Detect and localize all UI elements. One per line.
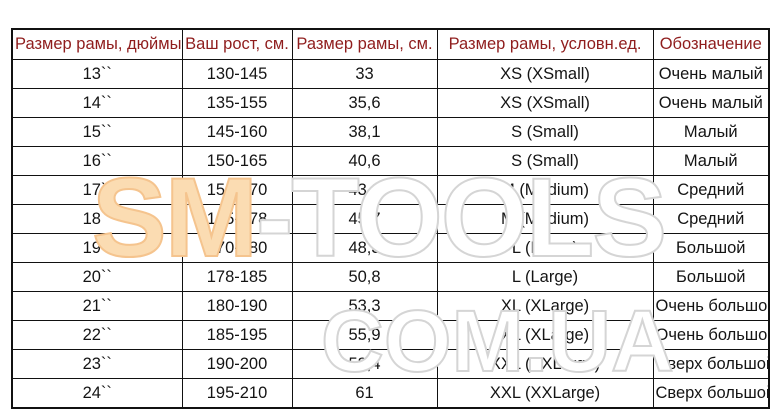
column-header: Размер рамы, условн.ед. xyxy=(436,28,654,60)
table-cell: Большой xyxy=(652,233,770,263)
table-cell: 48,3 xyxy=(291,233,438,263)
frame-size-table: Размер рамы, дюймы Ваш рост, см. Размер ра… xyxy=(11,28,770,409)
table-cell: 58,4 xyxy=(291,349,438,379)
table-cell: L (Large) xyxy=(436,262,654,292)
table-row: 14`` 135-155 35,6 XS (XSmall) Очень малый xyxy=(11,88,770,118)
table-cell: 40,6 xyxy=(291,146,438,176)
table-cell: XL (XLarge) xyxy=(436,320,654,350)
table-row: 22`` 185-195 55,9 XL (XLarge) Очень большой xyxy=(11,320,770,350)
table-cell: 35,6 xyxy=(291,88,438,118)
table-cell: 195-210 xyxy=(181,378,293,409)
table-cell: 19`` xyxy=(11,233,183,263)
table-cell: 15`` xyxy=(11,117,183,147)
table-cell: 165-178 xyxy=(181,204,293,234)
table-row: 15`` 145-160 38,1 S (Small) Малый xyxy=(11,117,770,147)
table-row: 20`` 178-185 50,8 L (Large) Большой xyxy=(11,262,770,292)
table-cell: 43,2 xyxy=(291,175,438,205)
column-header: Размер рамы, см. xyxy=(291,28,438,60)
table-row: 21`` 180-190 53,3 XL (XLarge) Очень большой xyxy=(11,291,770,321)
table-cell: Большой xyxy=(652,262,770,292)
table-cell: 18`` xyxy=(11,204,183,234)
table-cell: Средний xyxy=(652,175,770,205)
table-cell: Очень большой xyxy=(652,320,770,350)
table-cell: 170-180 xyxy=(181,233,293,263)
table-cell: 150-165 xyxy=(181,146,293,176)
table-row: 24`` 195-210 61 XXL (XXLarge) Сверх большой xyxy=(11,378,770,409)
table-cell: Очень малый xyxy=(652,59,770,89)
table-cell: 38,1 xyxy=(291,117,438,147)
table-cell: S (Small) xyxy=(436,146,654,176)
table-row: 13`` 130-145 33 XS (XSmall) Очень малый xyxy=(11,59,770,89)
table-cell: Сверх большой xyxy=(652,349,770,379)
table-cell: 24`` xyxy=(11,378,183,409)
table-row: 16`` 150-165 40,6 S (Small) Малый xyxy=(11,146,770,176)
column-header: Обозначение xyxy=(652,28,770,60)
table-cell: S (Small) xyxy=(436,117,654,147)
column-header: Размер рамы, дюймы xyxy=(11,28,183,60)
table-cell: 185-195 xyxy=(181,320,293,350)
table-cell: XS (XSmall) xyxy=(436,88,654,118)
table-cell: 53,3 xyxy=(291,291,438,321)
table-cell: 23`` xyxy=(11,349,183,379)
table-row: 19`` 170-180 48,3 L (Large) Большой xyxy=(11,233,770,263)
table-cell: 17`` xyxy=(11,175,183,205)
table-row: 18`` 165-178 45,7 M (Medium) Средний xyxy=(11,204,770,234)
table-cell: 130-145 xyxy=(181,59,293,89)
table-cell: Очень большой xyxy=(652,291,770,321)
table-cell: 20`` xyxy=(11,262,183,292)
table-cell: 178-185 xyxy=(181,262,293,292)
column-header: Ваш рост, см. xyxy=(181,28,293,60)
table-cell: Малый xyxy=(652,117,770,147)
table-cell: L (Large) xyxy=(436,233,654,263)
table-cell: XS (XSmall) xyxy=(436,59,654,89)
table-cell: 45,7 xyxy=(291,204,438,234)
table-cell: M (Medium) xyxy=(436,175,654,205)
table-cell: 135-155 xyxy=(181,88,293,118)
table-cell: Малый xyxy=(652,146,770,176)
table-cell: 16`` xyxy=(11,146,183,176)
table-cell: 21`` xyxy=(11,291,183,321)
table-cell: 33 xyxy=(291,59,438,89)
table-row: 23`` 190-200 58,4 XXL (XXLarge) Сверх большо… xyxy=(11,349,770,379)
table-cell: 190-200 xyxy=(181,349,293,379)
table-cell: XXL (XXLarge) xyxy=(436,378,654,409)
table-cell: 145-160 xyxy=(181,117,293,147)
table-cell: 180-190 xyxy=(181,291,293,321)
table-cell: 50,8 xyxy=(291,262,438,292)
table-cell: 22`` xyxy=(11,320,183,350)
table-cell: 55,9 xyxy=(291,320,438,350)
table-cell: Очень малый xyxy=(652,88,770,118)
table-cell: Сверх большой xyxy=(652,378,770,409)
table-cell: XXL (XXLarge) xyxy=(436,349,654,379)
table-cell: 14`` xyxy=(11,88,183,118)
table-cell: 13`` xyxy=(11,59,183,89)
table-cell: XL (XLarge) xyxy=(436,291,654,321)
table-cell: Средний xyxy=(652,204,770,234)
table-cell: M (Medium) xyxy=(436,204,654,234)
table-header-row: Размер рамы, дюймы Ваш рост, см. Размер ра… xyxy=(11,28,770,60)
table-row: 17`` 156-170 43,2 M (Medium) Средний xyxy=(11,175,770,205)
table-cell: 61 xyxy=(291,378,438,409)
table-cell: 156-170 xyxy=(181,175,293,205)
